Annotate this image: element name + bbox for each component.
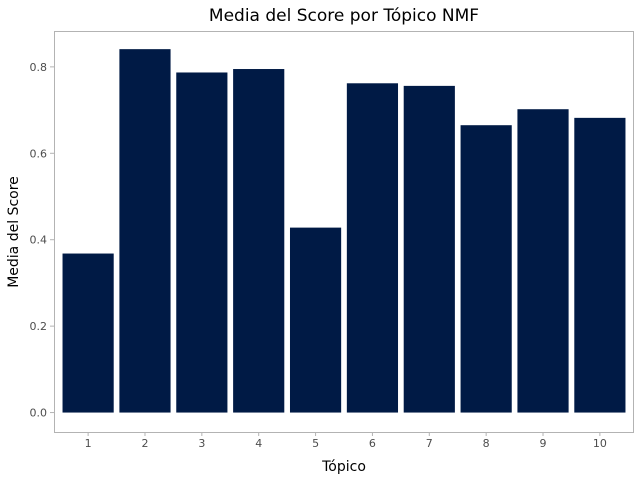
y-tick-label: 0.0 [30,407,48,420]
x-tick-label: 2 [141,437,148,450]
y-axis-title: Media del Score [6,176,22,288]
bar-topico-10 [574,117,626,413]
bar-topico-7 [403,85,455,413]
bar-topico-1 [62,253,114,413]
chart-title: Media del Score por Tópico NMF [209,6,479,26]
y-tick-label: 0.4 [30,234,48,247]
x-tick-label: 9 [540,437,547,450]
bar-topico-8 [460,125,512,413]
x-tick-label: 10 [593,437,607,450]
x-tick-label: 3 [198,437,205,450]
bar-topico-5 [289,227,342,413]
bar-topico-2 [119,49,171,413]
x-tick-label: 4 [255,437,262,450]
bar-series [62,49,626,413]
plot-panel-border [54,31,634,433]
x-tick-label: 1 [85,437,92,450]
x-tick-label: 7 [426,437,433,450]
x-axis: 1 2 3 4 5 6 7 8 9 10 [85,432,607,450]
bar-topico-3 [176,72,228,413]
y-tick-label: 0.2 [30,320,48,333]
y-tick-label: 0.6 [30,147,48,160]
x-tick-label: 8 [483,437,490,450]
y-axis: 0.0 0.2 0.4 0.6 0.8 [30,61,54,420]
y-tick-label: 0.8 [30,61,48,74]
bar-topico-9 [517,109,569,413]
bar-topico-4 [233,69,285,413]
x-tick-label: 5 [312,437,319,450]
x-tick-label: 6 [369,437,376,450]
bar-topico-6 [346,83,399,413]
x-axis-title: Tópico [321,459,366,475]
